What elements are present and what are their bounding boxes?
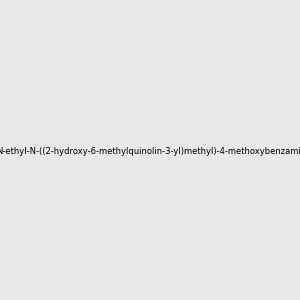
Text: N-ethyl-N-((2-hydroxy-6-methylquinolin-3-yl)methyl)-4-methoxybenzamide: N-ethyl-N-((2-hydroxy-6-methylquinolin-3…: [0, 147, 300, 156]
